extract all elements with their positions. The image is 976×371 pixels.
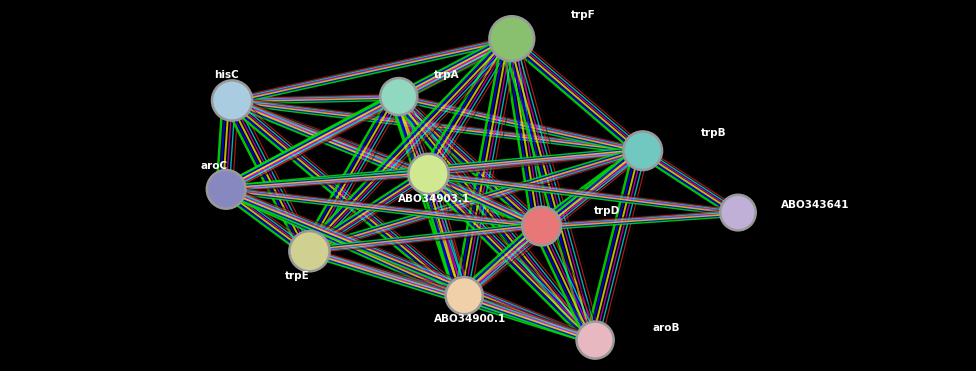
- Ellipse shape: [446, 277, 483, 314]
- Ellipse shape: [289, 231, 330, 271]
- Ellipse shape: [522, 207, 561, 245]
- Text: trpD: trpD: [594, 206, 620, 216]
- Ellipse shape: [624, 131, 662, 170]
- Ellipse shape: [381, 78, 418, 115]
- Text: aroB: aroB: [653, 324, 680, 334]
- Text: trpF: trpF: [571, 10, 595, 20]
- Ellipse shape: [207, 170, 246, 209]
- Text: aroC: aroC: [201, 161, 227, 171]
- Text: trpB: trpB: [702, 128, 727, 138]
- Ellipse shape: [408, 154, 449, 194]
- Ellipse shape: [577, 322, 614, 359]
- Text: ABO34903.1: ABO34903.1: [398, 194, 470, 204]
- Text: trpA: trpA: [433, 70, 459, 81]
- Text: trpE: trpE: [285, 271, 310, 281]
- Ellipse shape: [489, 16, 534, 61]
- Text: hisC: hisC: [214, 70, 238, 81]
- Ellipse shape: [212, 81, 252, 121]
- Ellipse shape: [720, 195, 755, 230]
- Text: ABO343641: ABO343641: [781, 200, 849, 210]
- Text: ABO34900.1: ABO34900.1: [434, 314, 507, 324]
